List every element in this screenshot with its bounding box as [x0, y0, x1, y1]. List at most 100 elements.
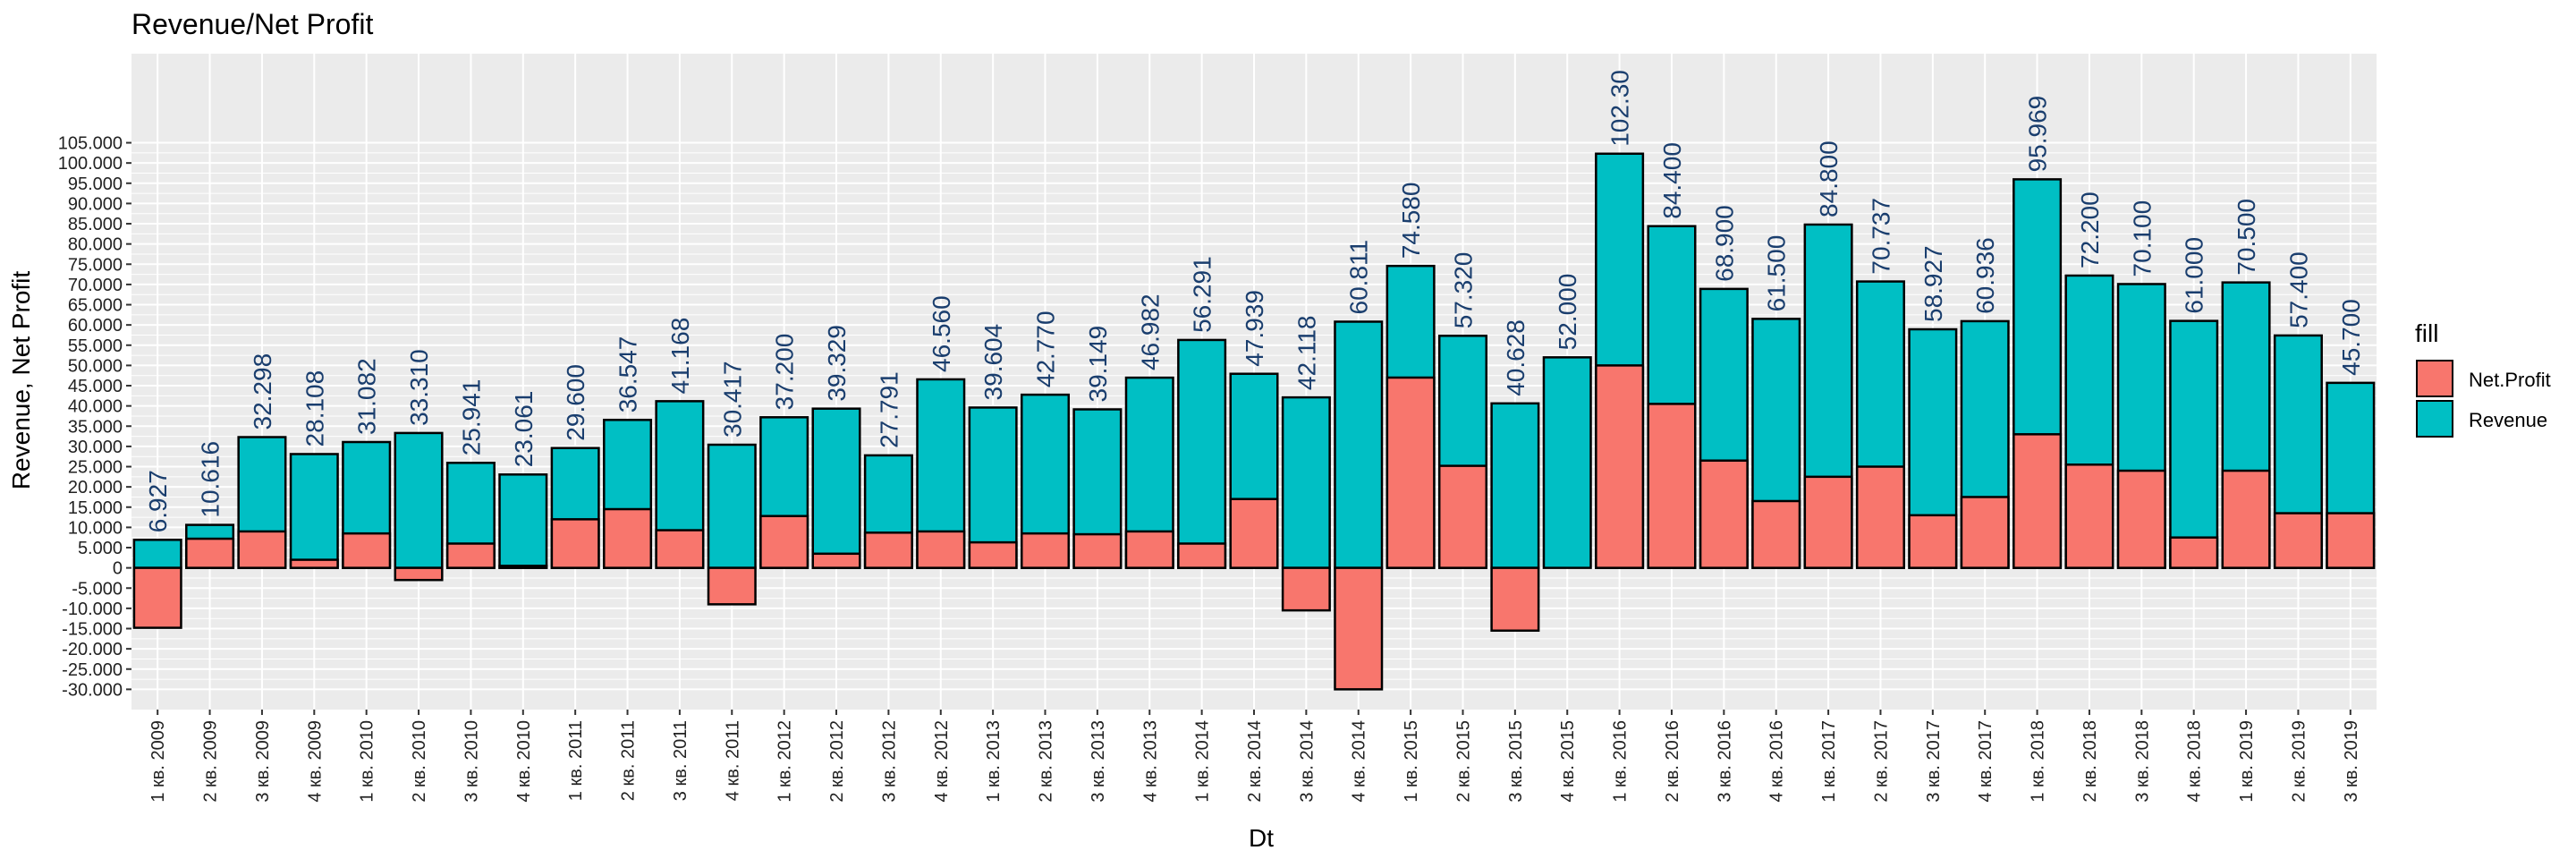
y-tick-label: 55.000 — [68, 336, 123, 356]
net-profit-bar — [1229, 498, 1279, 569]
net-profit-bar — [2064, 464, 2114, 569]
revenue-value-label: 23.061 — [510, 391, 538, 468]
x-tick-label: 2 кв. 2009 — [201, 720, 221, 803]
y-tick-label: 25.000 — [68, 458, 123, 478]
revenue-value-label: 40.628 — [1502, 319, 1530, 396]
x-tick-label: 1 кв. 2010 — [358, 720, 377, 803]
net-profit-bar — [498, 565, 548, 569]
x-tick-label: 4 кв. 2009 — [305, 720, 325, 803]
net-profit-bar — [2116, 469, 2166, 569]
revenue-value-label: 32.298 — [249, 353, 276, 430]
net-profit-bar — [1124, 530, 1174, 569]
revenue-value-label: 58.927 — [1919, 245, 1947, 322]
revenue-value-label: 25.941 — [457, 379, 485, 456]
legend-swatch-net-profit — [2416, 360, 2453, 397]
y-tick-label: 85.000 — [68, 215, 123, 234]
revenue-value-label: 29.600 — [562, 364, 589, 441]
revenue-value-label: 70.100 — [2128, 200, 2156, 277]
x-tick-label: 2 кв. 2014 — [1245, 720, 1265, 803]
x-tick-label: 4 кв. 2010 — [514, 720, 534, 803]
x-tick-label: 4 кв. 2017 — [1976, 720, 1996, 803]
revenue-bar — [1177, 338, 1227, 569]
net-profit-bar — [550, 518, 600, 569]
x-tick-label: 1 кв. 2017 — [1819, 720, 1839, 803]
value-labels: 6.927 10.616 32.298 28.108 31.082 33.310 25.94… — [144, 70, 2365, 532]
x-tick-label: 3 кв. 2019 — [2342, 720, 2361, 803]
revenue-value-label: 60.936 — [1971, 237, 1999, 314]
revenue-bar — [1281, 395, 1331, 569]
revenue-bar — [1490, 402, 1540, 569]
revenue-value-label: 10.616 — [197, 441, 225, 518]
x-tick-label: 3 кв. 2012 — [879, 720, 899, 803]
revenue-bar — [811, 407, 861, 569]
x-tick-label: 3 кв. 2009 — [253, 720, 273, 803]
y-tick-label: -10.000 — [62, 600, 123, 619]
revenue-value-label: 30.417 — [718, 361, 746, 438]
y-tick-label: -20.000 — [62, 640, 123, 659]
revenue-value-label: 31.082 — [353, 358, 381, 435]
x-tick-label: 2 кв. 2011 — [619, 720, 639, 801]
revenue-value-label: 41.168 — [666, 318, 694, 395]
y-tick-label: -30.000 — [62, 680, 123, 700]
x-tick-label: 4 кв. 2014 — [1350, 720, 1369, 803]
revenue-value-label: 39.149 — [1084, 326, 1112, 403]
net-profit-bar — [2221, 469, 2271, 569]
y-tick-label: 35.000 — [68, 417, 123, 437]
revenue-value-label: 39.604 — [979, 324, 1007, 401]
net-profit-bar — [237, 530, 287, 569]
revenue-value-label: 27.791 — [875, 371, 902, 448]
x-tick-label: 2 кв. 2019 — [2289, 720, 2309, 803]
x-tick-label: 1 кв. 2018 — [2029, 720, 2048, 803]
y-tick-label: 45.000 — [68, 377, 123, 396]
net-profit-bar — [2169, 536, 2219, 569]
y-tick-label: 70.000 — [68, 276, 123, 295]
x-tick-label: 4 кв. 2018 — [2185, 720, 2205, 803]
revenue-value-label: 28.108 — [301, 370, 328, 447]
x-tick-label: 1 кв. 2019 — [2237, 720, 2257, 803]
y-tick-label: 10.000 — [68, 518, 123, 538]
revenue-value-label: 84.400 — [1658, 142, 1686, 219]
revenue-value-label: 95.969 — [2024, 96, 2052, 173]
x-tick-label: 3 кв. 2015 — [1506, 720, 1526, 803]
net-profit-bar — [342, 532, 392, 569]
net-profit-bar — [603, 507, 653, 569]
net-profit-bar — [1595, 364, 1645, 569]
x-tick-label: 3 кв. 2010 — [462, 720, 481, 803]
legend-label-revenue: Revenue — [2469, 409, 2547, 431]
revenue-value-label: 68.900 — [1710, 205, 1738, 282]
net-profit-bar — [132, 566, 182, 629]
bars — [132, 152, 2376, 691]
net-profit-bar — [1855, 465, 1905, 569]
revenue-bar — [1334, 320, 1384, 569]
revenue-value-label: 47.939 — [1241, 290, 1268, 367]
y-axis-ticks: -30.000-25.000-20.000-15.000-10.000-5.00… — [58, 134, 131, 700]
y-tick-label: -5.000 — [72, 579, 123, 599]
net-profit-bar — [1437, 464, 1488, 569]
revenue-bar — [498, 473, 548, 569]
x-tick-label: 3 кв. 2018 — [2132, 720, 2152, 803]
x-tick-label: 3 кв. 2014 — [1297, 720, 1317, 803]
revenue-value-label: 84.800 — [1815, 140, 1843, 217]
y-tick-label: 50.000 — [68, 356, 123, 376]
revenue-value-label: 57.320 — [1449, 252, 1477, 329]
legend-label-net-profit: Net.Profit — [2469, 369, 2551, 391]
net-profit-bar — [1385, 376, 1436, 569]
y-tick-label: 15.000 — [68, 498, 123, 518]
net-profit-bar — [1490, 566, 1540, 633]
net-profit-bar — [916, 530, 966, 569]
revenue-value-label: 46.982 — [1136, 293, 1164, 370]
revenue-value-label: 70.737 — [1867, 198, 1894, 275]
y-tick-label: 5.000 — [78, 539, 123, 558]
y-tick-label: 80.000 — [68, 235, 123, 255]
revenue-value-label: 36.547 — [614, 336, 642, 413]
net-profit-bar — [2273, 512, 2323, 569]
x-tick-label: 1 кв. 2013 — [984, 720, 1004, 803]
revenue-value-label: 57.400 — [2284, 251, 2312, 328]
revenue-value-label: 33.310 — [405, 349, 433, 426]
net-profit-bar — [1803, 475, 1853, 569]
x-tick-label: 1 кв. 2011 — [566, 720, 586, 801]
legend-swatch-revenue — [2416, 400, 2453, 438]
x-tick-label: 1 кв. 2014 — [1193, 720, 1213, 803]
x-axis-ticks: 1 кв. 2009 2 кв. 2009 3 кв. 2009 4 кв. 2009… — [148, 710, 2361, 803]
